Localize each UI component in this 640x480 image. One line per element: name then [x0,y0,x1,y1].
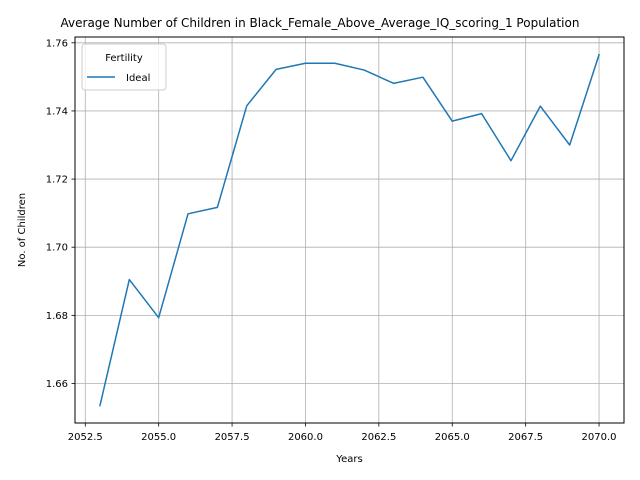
x-axis-label: Years [335,454,362,465]
y-tick-label: 1.70 [46,243,68,254]
x-tick-label: 2052.5 [68,432,103,443]
series-layer [99,53,600,407]
x-tick-label: 2067.5 [508,432,543,443]
x-tick-label: 2070.0 [582,432,617,443]
x-tick-label: 2055.0 [141,432,176,443]
y-tick-label: 1.76 [46,38,68,49]
legend-label-ideal: Ideal [126,73,150,84]
legend-title: Fertility [105,53,143,64]
grid [75,37,624,423]
y-tick-label: 1.74 [46,106,68,117]
y-axis-ticks: 1.66 1.68 1.70 1.72 1.74 1.76 [46,38,75,390]
chart-title: Average Number of Children in Black_Fema… [61,16,580,30]
series-line-ideal [99,53,600,407]
y-tick-label: 1.72 [46,175,68,186]
plot-frame [74,36,625,424]
x-axis-ticks: 2052.5 2055.0 2057.5 2060.0 2062.5 2065.0 2067… [68,423,617,443]
x-tick-label: 2062.5 [361,432,396,443]
legend: Fertility Ideal [81,43,167,91]
x-tick-label: 2057.5 [215,432,250,443]
y-tick-label: 1.68 [46,311,68,322]
legend-box [81,43,167,91]
x-tick-label: 2065.0 [435,432,470,443]
y-tick-label: 1.66 [46,379,68,390]
x-tick-label: 2060.0 [288,432,323,443]
y-axis-label: No. of Children [17,193,28,267]
